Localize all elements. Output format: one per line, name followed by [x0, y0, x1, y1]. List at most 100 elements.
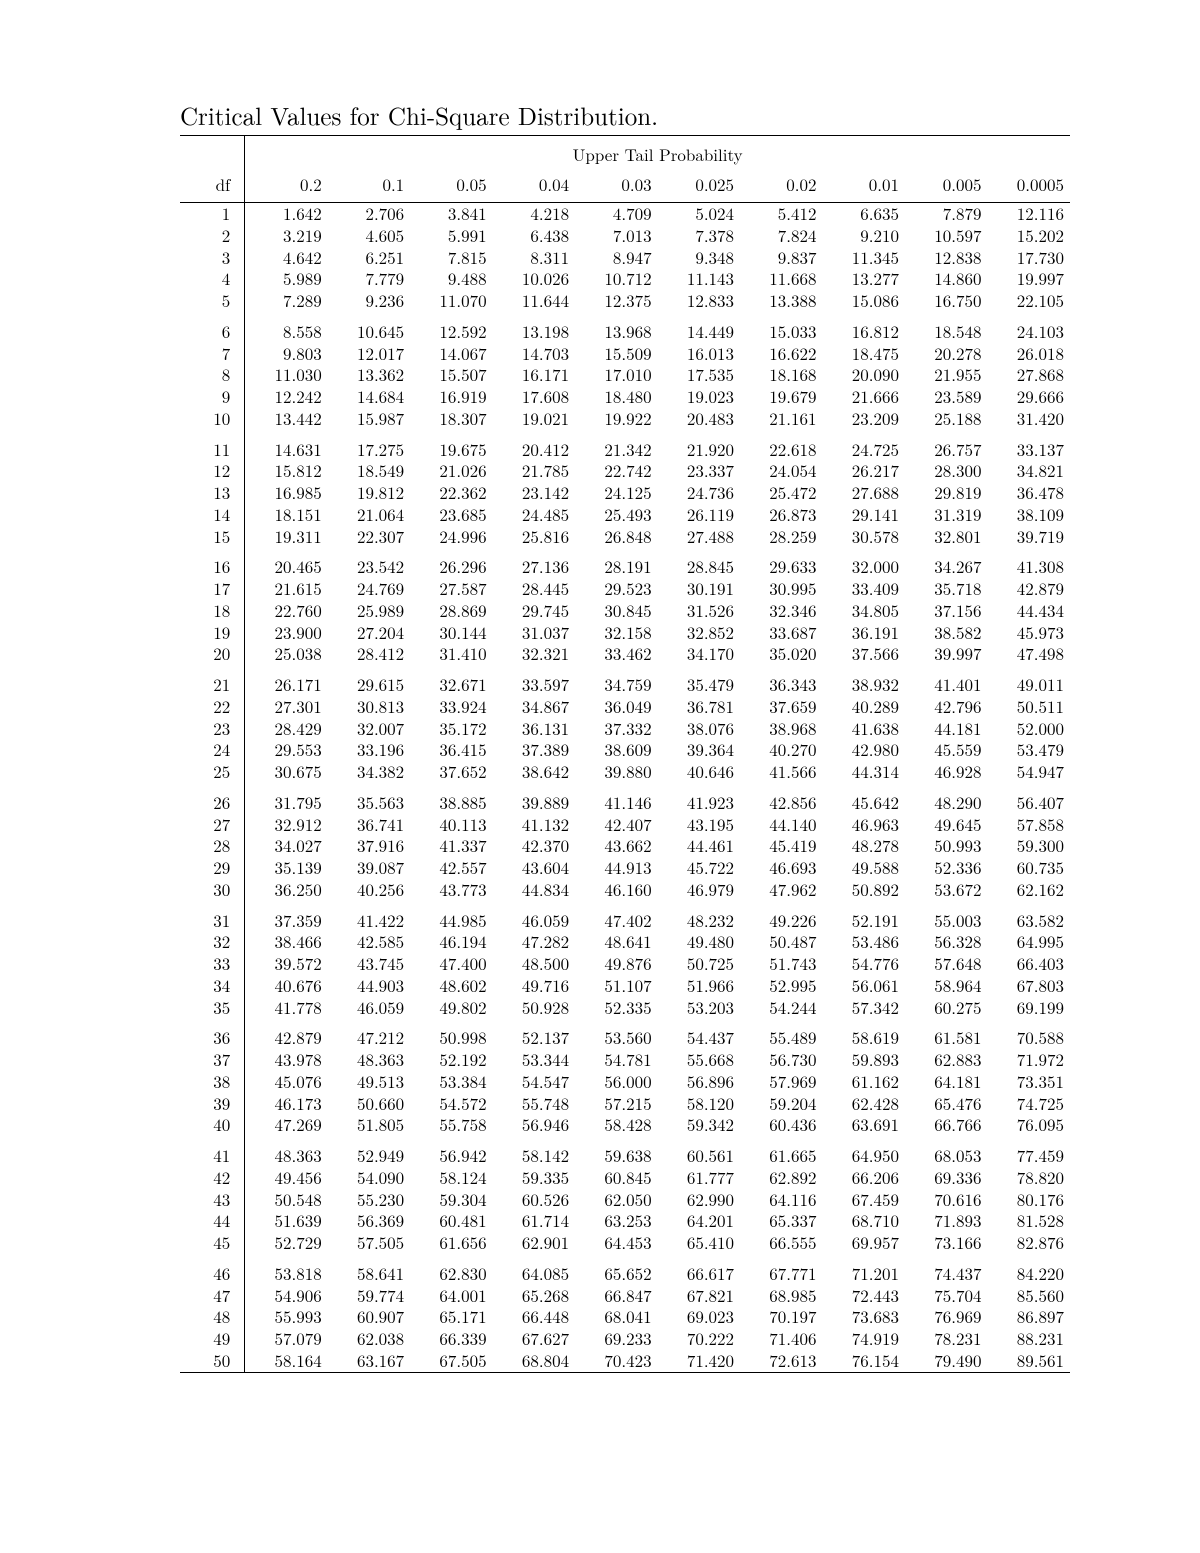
value-cell: 12.838: [905, 247, 987, 269]
table-row: 2227.30130.81333.92434.86736.04936.78137…: [180, 696, 1070, 718]
value-cell: 68.041: [575, 1306, 657, 1328]
value-cell: 11.668: [740, 268, 822, 290]
value-cell: 24.103: [987, 321, 1070, 343]
value-cell: 7.879: [905, 203, 987, 225]
value-cell: 58.120: [658, 1093, 740, 1115]
value-cell: 32.000: [823, 556, 905, 578]
value-cell: 25.038: [245, 643, 328, 665]
table-row: 4552.72957.50561.65662.90164.45365.41066…: [180, 1232, 1070, 1254]
table-row: 68.55810.64512.59213.19813.96814.44915.0…: [180, 321, 1070, 343]
value-cell: 43.604: [493, 857, 575, 879]
value-cell: 4.218: [493, 203, 575, 225]
value-cell: 35.172: [410, 718, 492, 740]
value-cell: 56.896: [658, 1071, 740, 1093]
value-cell: 61.581: [905, 1027, 987, 1049]
value-cell: 54.244: [740, 997, 822, 1019]
value-cell: 68.804: [493, 1350, 575, 1372]
value-cell: 1.642: [245, 203, 328, 225]
value-cell: 37.332: [575, 718, 657, 740]
value-cell: 51.966: [658, 975, 740, 997]
value-cell: 19.679: [740, 386, 822, 408]
value-cell: 54.906: [245, 1285, 328, 1307]
table-row: 1519.31122.30724.99625.81626.84827.48828…: [180, 526, 1070, 548]
value-cell: 27.301: [245, 696, 328, 718]
value-cell: 24.996: [410, 526, 492, 548]
value-cell: 75.704: [905, 1285, 987, 1307]
value-cell: 50.660: [328, 1093, 410, 1115]
value-cell: 64.116: [740, 1189, 822, 1211]
value-cell: 65.268: [493, 1285, 575, 1307]
value-cell: 9.236: [328, 290, 410, 312]
value-cell: 52.335: [575, 997, 657, 1019]
value-cell: 7.779: [328, 268, 410, 290]
value-cell: 47.498: [987, 643, 1070, 665]
value-cell: 17.275: [328, 439, 410, 461]
value-cell: 44.913: [575, 857, 657, 879]
value-cell: 44.181: [905, 718, 987, 740]
page: Critical Values for Chi-Square Distribut…: [0, 0, 1200, 1553]
value-cell: 21.342: [575, 439, 657, 461]
value-cell: 22.760: [245, 600, 328, 622]
value-cell: 59.774: [328, 1285, 410, 1307]
value-cell: 42.370: [493, 835, 575, 857]
value-cell: 19.311: [245, 526, 328, 548]
table-row: 2328.42932.00735.17236.13137.33238.07638…: [180, 718, 1070, 740]
value-cell: 49.588: [823, 857, 905, 879]
value-cell: 18.475: [823, 343, 905, 365]
prob-header: 0.05: [410, 170, 492, 203]
df-cell: 8: [180, 364, 245, 386]
value-cell: 58.619: [823, 1027, 905, 1049]
span-header: Upper Tail Probability: [245, 136, 1070, 171]
value-cell: 41.638: [823, 718, 905, 740]
table-row: 4855.99360.90765.17166.44868.04169.02370…: [180, 1306, 1070, 1328]
value-cell: 43.978: [245, 1049, 328, 1071]
value-cell: 72.443: [823, 1285, 905, 1307]
value-cell: 18.480: [575, 386, 657, 408]
value-cell: 69.023: [658, 1306, 740, 1328]
value-cell: 48.278: [823, 835, 905, 857]
value-cell: 36.191: [823, 622, 905, 644]
table-row: 3642.87947.21250.99852.13753.56054.43755…: [180, 1027, 1070, 1049]
value-cell: 71.406: [740, 1328, 822, 1350]
value-cell: 39.572: [245, 953, 328, 975]
value-cell: 4.642: [245, 247, 328, 269]
value-cell: 58.428: [575, 1114, 657, 1136]
value-cell: 28.869: [410, 600, 492, 622]
value-cell: 53.818: [245, 1263, 328, 1285]
value-cell: 12.116: [987, 203, 1070, 225]
df-cell: 27: [180, 814, 245, 836]
df-cell: 46: [180, 1263, 245, 1285]
value-cell: 56.942: [410, 1145, 492, 1167]
table-row: 2429.55333.19636.41537.38938.60939.36440…: [180, 739, 1070, 761]
value-cell: 39.364: [658, 739, 740, 761]
value-cell: 23.542: [328, 556, 410, 578]
value-cell: 47.400: [410, 953, 492, 975]
table-row: 1114.63117.27519.67520.41221.34221.92022…: [180, 439, 1070, 461]
value-cell: 66.617: [658, 1263, 740, 1285]
value-cell: 53.479: [987, 739, 1070, 761]
value-cell: 57.342: [823, 997, 905, 1019]
value-cell: 49.480: [658, 931, 740, 953]
value-cell: 82.876: [987, 1232, 1070, 1254]
value-cell: 44.434: [987, 600, 1070, 622]
df-cell: 16: [180, 556, 245, 578]
table-row: 79.80312.01714.06714.70315.50916.01316.6…: [180, 343, 1070, 365]
df-cell: 9: [180, 386, 245, 408]
value-cell: 28.259: [740, 526, 822, 548]
value-cell: 63.253: [575, 1210, 657, 1232]
value-cell: 12.017: [328, 343, 410, 365]
value-cell: 45.076: [245, 1071, 328, 1093]
value-cell: 15.086: [823, 290, 905, 312]
value-cell: 61.665: [740, 1145, 822, 1167]
value-cell: 31.795: [245, 792, 328, 814]
value-cell: 34.170: [658, 643, 740, 665]
value-cell: 55.230: [328, 1189, 410, 1211]
value-cell: 60.275: [905, 997, 987, 1019]
value-cell: 11.345: [823, 247, 905, 269]
value-cell: 46.194: [410, 931, 492, 953]
df-cell: 18: [180, 600, 245, 622]
value-cell: 60.735: [987, 857, 1070, 879]
value-cell: 62.830: [410, 1263, 492, 1285]
table-row: 4451.63956.36960.48161.71463.25364.20165…: [180, 1210, 1070, 1232]
value-cell: 51.743: [740, 953, 822, 975]
